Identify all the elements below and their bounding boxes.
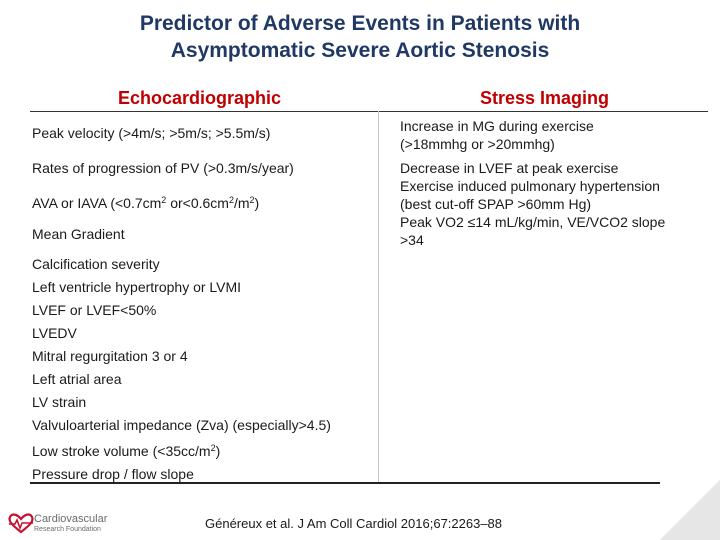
- list-item: >34: [400, 232, 424, 248]
- title-line-1: Predictor of Adverse Events in Patients …: [139, 12, 581, 35]
- list-item: Left ventricle hypertrophy or LVMI: [32, 279, 242, 295]
- logo-text: Cardiovascular Research Foundation: [34, 513, 108, 533]
- header-echocardiographic: Echocardiographic: [118, 88, 282, 108]
- reference-citation: Généreux et al. J Am Coll Cardiol 2016;6…: [205, 516, 503, 531]
- list-item: Decrease in LVEF at peak exercise: [400, 160, 619, 176]
- list-item: Calcification severity: [32, 256, 160, 272]
- list-item-stroke-volume: Low stroke volume (<35cc/m2): [32, 443, 221, 459]
- list-item: Peak VO2 ≤14 mL/kg/min, VE/VCO2 slope: [400, 214, 666, 230]
- row-ava: AVA or IAVA (<0.7cm2 or<0.6cm2/m2): [32, 195, 260, 211]
- list-item: Exercise induced pulmonary hypertension: [400, 178, 660, 194]
- slide-title: Predictor of Adverse Events in Patients …: [60, 10, 660, 64]
- header-stress-imaging: Stress Imaging: [480, 88, 610, 108]
- page-curl-decoration: [660, 480, 720, 540]
- echo-predictor-list: Calcification severity Left ventricle hy…: [32, 253, 331, 486]
- list-item: Pressure drop / flow slope: [32, 466, 194, 482]
- row-peak-velocity: Peak velocity (>4m/s; >5m/s; >5.5m/s): [32, 125, 271, 141]
- list-item: LVEDV: [32, 325, 77, 341]
- title-line-2: Asymptomatic Severe Aortic Stenosis: [170, 39, 550, 62]
- row-mean-gradient: Mean Gradient: [32, 226, 125, 242]
- list-item: (best cut-off SPAP >60mm Hg): [400, 196, 592, 212]
- list-item: Mitral regurgitation 3 or 4: [32, 348, 188, 364]
- stress-imaging-list: Decrease in LVEF at peak exercise Exerci…: [400, 159, 710, 249]
- table-bottom-rule: [30, 482, 708, 484]
- list-item: Left atrial area: [32, 371, 122, 387]
- heart-logo-icon: [8, 513, 34, 534]
- table-top-rule: [30, 111, 708, 112]
- list-item: Valvuloarterial impedance (Zva) (especia…: [32, 417, 331, 433]
- row-mg-increase: Increase in MG during exercise (>18mmhg …: [400, 118, 594, 152]
- row-rates-progression: Rates of progression of PV (>0.3m/s/year…: [32, 160, 294, 176]
- column-divider: [378, 111, 379, 482]
- list-item: LV strain: [32, 394, 87, 410]
- list-item: LVEF or LVEF<50%: [32, 302, 157, 318]
